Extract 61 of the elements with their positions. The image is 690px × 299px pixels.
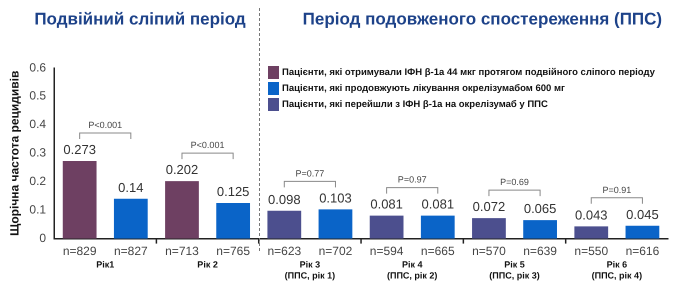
text: Рік 3 (ППС, рік 1) — [284, 260, 336, 281]
annotation: P=0.91 — [602, 184, 632, 195]
annotation: P=0.69 — [500, 177, 529, 188]
x-tick-label: n=639 — [523, 244, 558, 258]
annotation: P=0.97 — [398, 174, 427, 185]
text: Рік 4 (ППС, рік 2) — [386, 260, 438, 281]
text: Рік1 — [96, 260, 114, 270]
y-axis-title: Щорічна частота рецидивів — [8, 70, 22, 236]
data-label: 0.081 — [422, 196, 454, 212]
x-tick-label: n=702 — [318, 244, 353, 258]
x-tick-label: n=616 — [626, 244, 660, 258]
annotation: P<0.001 — [190, 140, 224, 150]
y-tick-label: 0.1 — [29, 202, 46, 216]
annotation: P=0.77 — [295, 168, 324, 178]
x-tick-label: n=765 — [216, 244, 250, 258]
y-tick-label: 0 — [39, 230, 46, 245]
bar — [114, 198, 148, 239]
bar — [626, 226, 660, 239]
y-tick-label: 0.6 — [29, 60, 46, 74]
bar — [472, 218, 506, 239]
bar — [165, 181, 199, 239]
bar — [267, 210, 302, 239]
x-tick-label: n=623 — [267, 244, 302, 258]
data-label: 0.202 — [166, 162, 198, 178]
data-label: 0.103 — [319, 190, 352, 206]
x-tick-label: n=713 — [165, 244, 200, 258]
legend-label: Пацієнти, які перейшли з ІФН β-1а на окрелізумаб у ППС — [282, 99, 548, 110]
x-tick-label: n=550 — [574, 244, 608, 258]
data-label: 0.098 — [268, 192, 301, 207]
data-label: 0.273 — [63, 142, 96, 158]
y-tick-label: 0.5 — [29, 88, 46, 103]
y-tick-label: 0.3 — [29, 146, 46, 160]
legend-label: Пацієнти, які отримували ІФН β-1а 44 мкг протягом подвійного сліпого періоду — [282, 67, 655, 78]
x-tick-label: n=829 — [62, 244, 97, 258]
data-label: 0.14 — [118, 180, 144, 195]
text: Рік 2 — [197, 260, 218, 270]
bar — [574, 226, 608, 239]
legend-label: Пацієнти, які продовжують лікування окрелізумабом 600 мг — [282, 83, 565, 94]
x-tick-label: n=665 — [420, 244, 455, 258]
x-tick-label: n=594 — [370, 244, 404, 258]
chart-subtitle: Період подовженого спостереження (ППС) — [302, 10, 662, 29]
x-tick-label: n=827 — [114, 244, 148, 258]
data-label: 0.081 — [370, 196, 403, 212]
text: Рік 5 (ППС, рік 3) — [489, 260, 540, 281]
y-tick-label: 0.4 — [29, 117, 46, 132]
bar — [318, 209, 352, 239]
bar — [216, 203, 250, 239]
data-label: 0.045 — [626, 206, 659, 222]
y-tick-label: 0.2 — [29, 174, 46, 188]
annotation: P<0.001 — [88, 120, 122, 130]
bar — [62, 160, 97, 239]
bar — [420, 216, 455, 239]
data-label: 0.072 — [472, 199, 506, 214]
chart-title: Подвійний сліпий період — [34, 10, 246, 29]
bar — [523, 220, 557, 239]
text: Рік 6 (ППС, рік 4) — [592, 260, 642, 281]
data-label: 0.043 — [574, 207, 608, 222]
data-label: 0.065 — [524, 201, 556, 216]
data-label: 0.125 — [216, 184, 250, 200]
bar — [370, 216, 404, 239]
x-tick-label: n=570 — [472, 244, 506, 258]
